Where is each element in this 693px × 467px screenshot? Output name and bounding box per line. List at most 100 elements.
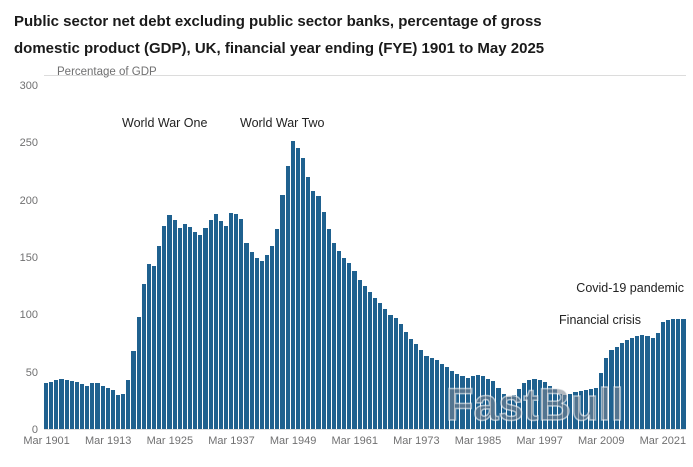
bar — [619, 343, 624, 429]
bar — [198, 234, 203, 429]
bar — [552, 388, 558, 429]
chart-title-line1: Public sector net debt excluding public … — [14, 13, 542, 30]
bar — [141, 283, 146, 429]
bar — [69, 380, 74, 429]
bar — [295, 147, 301, 429]
bar — [444, 367, 450, 429]
bar — [126, 379, 131, 429]
bar — [311, 191, 316, 429]
bar — [193, 232, 198, 429]
bar — [599, 372, 604, 429]
bar — [223, 225, 229, 429]
bar — [630, 337, 635, 429]
bar — [594, 387, 599, 429]
bar — [537, 379, 542, 429]
y-tick-label: 50 — [25, 366, 38, 379]
bar — [342, 257, 347, 429]
y-axis-title: Percentage of GDP — [57, 66, 157, 78]
bar — [573, 392, 578, 429]
y-tick-label: 300 — [19, 80, 38, 92]
bar — [522, 383, 527, 429]
bar — [671, 319, 676, 429]
bar — [182, 224, 187, 429]
bar — [501, 393, 506, 429]
bar — [378, 303, 383, 429]
annotation-world-war-one: World War One — [122, 116, 208, 130]
x-tick-label: Mar 1973 — [393, 435, 440, 447]
bar — [151, 265, 157, 429]
y-axis: 0 50 100 150 200 250 300 — [0, 80, 38, 436]
bar — [588, 388, 594, 429]
bar — [208, 219, 213, 429]
bar — [259, 260, 265, 429]
bar — [640, 335, 645, 429]
bar — [357, 280, 362, 429]
bar — [265, 255, 270, 429]
bar — [157, 246, 162, 429]
bar — [547, 385, 552, 429]
bar — [352, 271, 357, 429]
bar — [234, 214, 239, 429]
bar — [414, 344, 419, 429]
bar — [229, 212, 234, 429]
bar — [167, 215, 172, 429]
bar — [337, 250, 342, 429]
top-gridline — [44, 75, 686, 76]
bar — [285, 166, 290, 429]
y-tick-label: 200 — [19, 194, 38, 207]
bar — [408, 338, 414, 429]
x-tick-label: Mar 1901 — [23, 435, 70, 447]
bar — [578, 391, 583, 429]
bar — [162, 225, 167, 429]
bar — [650, 337, 655, 429]
bar — [475, 375, 480, 429]
x-tick-label: Mar 2021 — [639, 435, 687, 447]
bar — [450, 370, 455, 429]
bar — [542, 382, 547, 429]
bar — [666, 320, 671, 429]
bar — [388, 314, 393, 429]
bar — [383, 308, 388, 429]
bar — [681, 319, 686, 429]
bar — [455, 374, 460, 429]
y-tick-label: 250 — [19, 137, 38, 150]
bar — [398, 323, 403, 429]
bar — [563, 394, 568, 429]
bar — [373, 297, 378, 429]
bar — [49, 382, 54, 429]
chart-title-line2: domestic product (GDP), UK, financial ye… — [14, 40, 545, 57]
bar — [203, 227, 208, 429]
bar — [480, 376, 486, 429]
bar — [218, 220, 223, 429]
bar — [100, 385, 105, 429]
bar — [486, 378, 491, 429]
bar — [460, 376, 465, 429]
y-tick-label: 0 — [31, 424, 38, 436]
bar — [419, 350, 424, 429]
x-tick-label: Mar 1925 — [146, 435, 194, 447]
bar — [331, 242, 337, 429]
bar — [131, 351, 136, 429]
bar — [74, 382, 79, 429]
x-axis: Mar 1901 Mar 1913 Mar 1925 Mar 1937 Mar 1949… — [23, 435, 687, 451]
bar — [64, 379, 69, 429]
bar — [79, 384, 85, 429]
bar — [516, 388, 522, 429]
bar — [614, 346, 619, 429]
bar — [660, 321, 666, 429]
annotation-covid-19-pandemic: Covid-19 pandemic — [576, 281, 684, 295]
x-tick-label: Mar 1961 — [331, 435, 378, 447]
bar — [676, 319, 681, 429]
bar — [645, 336, 650, 429]
x-tick-label: Mar 1985 — [454, 435, 502, 447]
bar — [239, 218, 244, 429]
bar — [306, 177, 311, 429]
bar — [609, 350, 614, 429]
bar — [244, 242, 249, 429]
annotation-financial-crisis: Financial crisis — [559, 313, 641, 327]
bar — [532, 378, 537, 429]
bar — [290, 140, 295, 429]
bar — [568, 393, 573, 429]
bar — [249, 251, 254, 429]
